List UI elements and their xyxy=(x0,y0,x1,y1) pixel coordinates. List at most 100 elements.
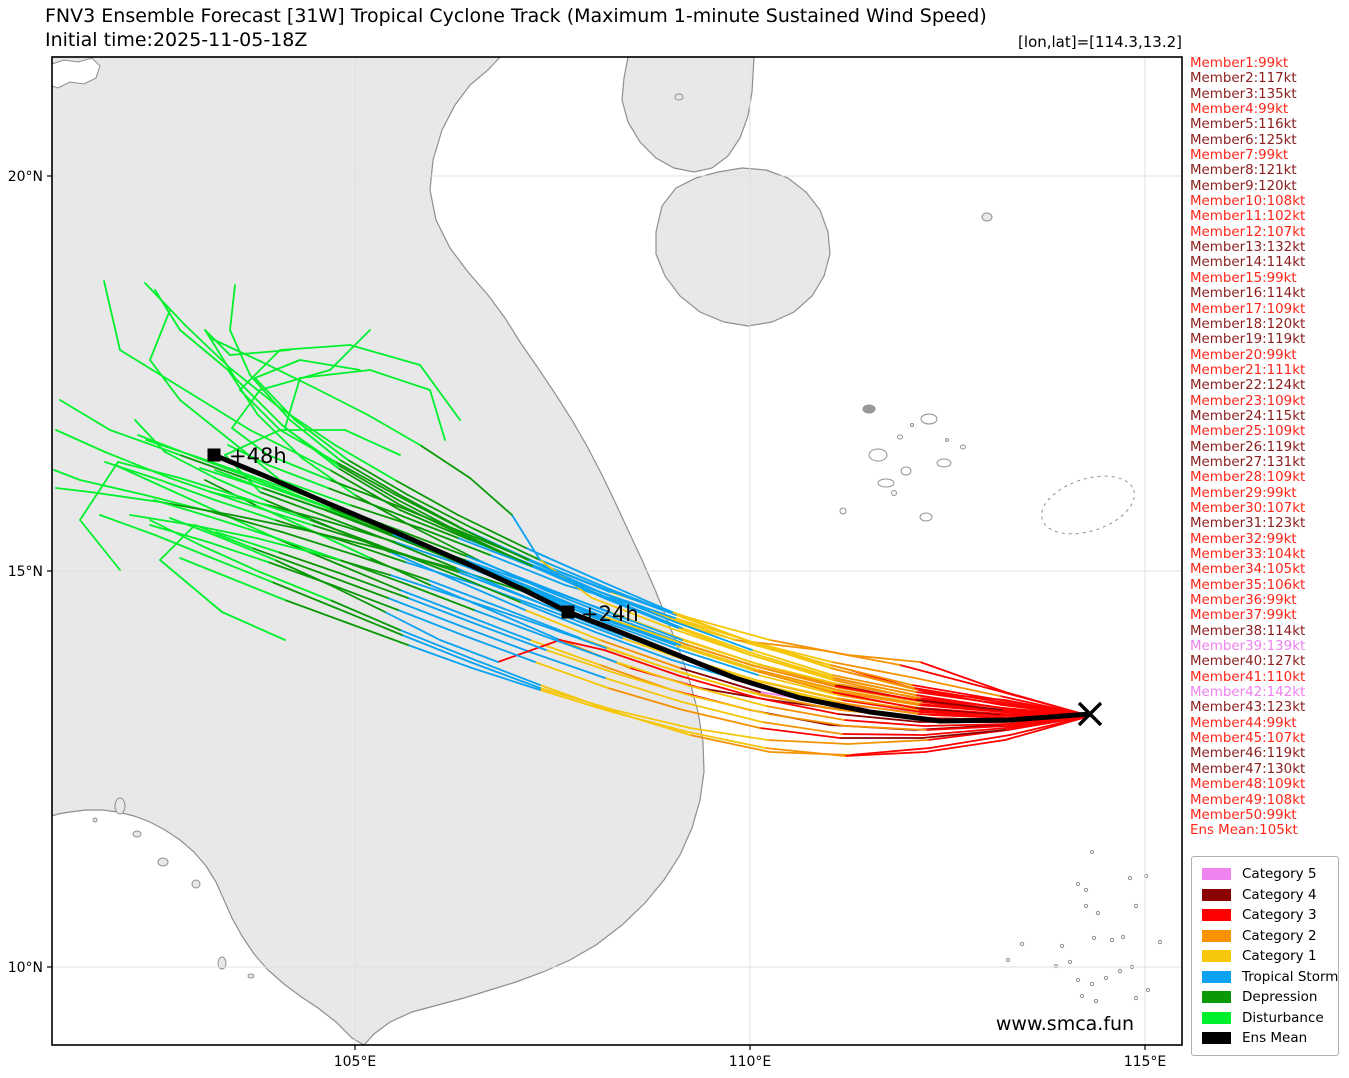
track-segment-c3 xyxy=(841,733,925,736)
track-segment-c2 xyxy=(769,639,849,656)
track-segment-dis xyxy=(104,451,171,479)
initial-time-label: Initial time:2025-11-05-18Z xyxy=(45,29,308,51)
track-segment-c1 xyxy=(539,687,615,711)
track-segment-c2 xyxy=(837,683,921,699)
track-segment-c4 xyxy=(914,707,1001,716)
track-segment-c2 xyxy=(829,664,913,686)
track-segment-dis xyxy=(145,439,207,461)
track-segment-ts xyxy=(603,617,681,646)
member-intensity-item: Member19:119kt xyxy=(1190,332,1306,348)
member-intensity-item: Member27:131kt xyxy=(1190,454,1306,470)
member-intensity-item: Member18:120kt xyxy=(1190,316,1306,332)
track-segment-dep xyxy=(339,564,401,591)
track-segment-dis xyxy=(294,419,349,461)
track-segment-c1 xyxy=(689,727,769,741)
track-segment-ts xyxy=(407,597,477,625)
legend-color-swatch xyxy=(1202,970,1231,983)
member-intensity-item: Member43:123kt xyxy=(1190,700,1306,716)
legend-row: Category 2 xyxy=(1192,926,1338,947)
track-segment-c3 xyxy=(923,723,1007,727)
legend-label: Category 4 xyxy=(1242,886,1317,903)
paracel-island xyxy=(910,423,914,427)
member-intensity-item: Member46:119kt xyxy=(1190,746,1306,762)
legend-color-swatch xyxy=(1202,991,1231,1004)
track-segment-dis xyxy=(79,479,146,496)
legend-row: Category 4 xyxy=(1192,885,1338,906)
track-segment-ts xyxy=(525,547,599,581)
track-segment-dis xyxy=(261,481,331,509)
track-segment-c2 xyxy=(751,669,833,693)
member-intensity-item: Member8:121kt xyxy=(1190,163,1297,179)
track-segment-c3 xyxy=(833,685,917,701)
track-segment-c3 xyxy=(841,699,923,713)
y-tick-label: 10°N xyxy=(8,960,43,976)
member-intensity-item: Member20:99kt xyxy=(1190,347,1297,363)
track-segment-dis xyxy=(184,324,231,369)
member-track xyxy=(215,531,1091,731)
track-segment-ts xyxy=(539,559,613,591)
legend-label: Category 3 xyxy=(1242,907,1317,924)
track-segment-c1 xyxy=(591,597,671,629)
track-segment-dis xyxy=(104,461,161,481)
track-segment-dis xyxy=(267,454,331,481)
track-segment-ts xyxy=(535,583,609,613)
h24_square-marker xyxy=(561,605,575,619)
track-segment-ts xyxy=(457,537,529,566)
track-segment-ts xyxy=(454,579,526,611)
legend-color-swatch xyxy=(1202,888,1231,901)
track-segment-ts xyxy=(464,614,531,641)
spratly-islet xyxy=(1091,935,1097,941)
member-intensity-item: Member25:109kt xyxy=(1190,424,1306,440)
track-segment-ts xyxy=(465,555,537,585)
track-segment-c4 xyxy=(679,667,761,693)
track-segment-dis xyxy=(117,461,181,479)
track-segment-ts xyxy=(471,667,541,691)
spratly-islet xyxy=(1133,903,1139,909)
track-segment-c2 xyxy=(767,739,849,745)
track-segment-c2 xyxy=(831,661,916,679)
legend-label: Ens Mean xyxy=(1242,1030,1308,1047)
track-segment-c1 xyxy=(529,639,601,666)
track-segment-dis xyxy=(284,377,301,429)
paracel-island xyxy=(877,478,895,488)
track-segment-dep xyxy=(211,511,283,533)
track-segment-c2 xyxy=(677,641,755,667)
track-segment-dis xyxy=(214,499,276,521)
track-segment-ts xyxy=(469,661,541,689)
member-intensity-item: Member3:135kt xyxy=(1190,86,1297,102)
track-segment-dep xyxy=(337,467,401,506)
member-intensity-item: Member44:99kt xyxy=(1190,715,1297,731)
track-segment-dis xyxy=(419,364,461,421)
paracel-island xyxy=(945,438,949,442)
track-segment-dis xyxy=(267,464,329,489)
track-segment-c1 xyxy=(751,641,833,663)
member-intensity-item: Member15:99kt xyxy=(1190,270,1297,286)
x-tick-label: 105°E xyxy=(334,1054,377,1070)
track-segment-dis xyxy=(275,537,341,561)
track-segment-dis xyxy=(119,349,186,391)
track-segment-dep xyxy=(331,584,399,611)
track-segment-c3 xyxy=(925,725,1009,731)
legend-items: Category 5 Category 4 Category 3 Category 2… xyxy=(1192,864,1338,1049)
axis-layer: 105°E 110°E 115°E 20°N 15°N 10°N xyxy=(8,169,1167,1070)
track-segment-c3 xyxy=(924,739,1006,753)
track-segment-ts xyxy=(457,624,531,653)
track-segment-ts xyxy=(397,609,466,637)
track-segment-dep xyxy=(462,533,533,567)
legend-label: Depression xyxy=(1242,989,1318,1006)
member-intensity-item: Member32:99kt xyxy=(1190,531,1297,547)
track-segment-c1 xyxy=(757,663,839,685)
atoll-ring xyxy=(1041,475,1135,535)
track-segment-ts xyxy=(529,587,603,617)
track-segment-c3 xyxy=(919,697,1005,709)
paracel-island xyxy=(839,507,847,515)
track-segment-ts xyxy=(604,621,681,651)
member-track xyxy=(227,444,1091,717)
track-segment-dep xyxy=(459,527,529,561)
track-segment-dis xyxy=(99,514,156,536)
legend-row: Tropical Storm xyxy=(1192,967,1338,988)
x-tick-label: 115°E xyxy=(1124,1054,1167,1070)
member-intensity-item: Member37:99kt xyxy=(1190,608,1297,624)
track-segment-dep xyxy=(447,571,521,603)
